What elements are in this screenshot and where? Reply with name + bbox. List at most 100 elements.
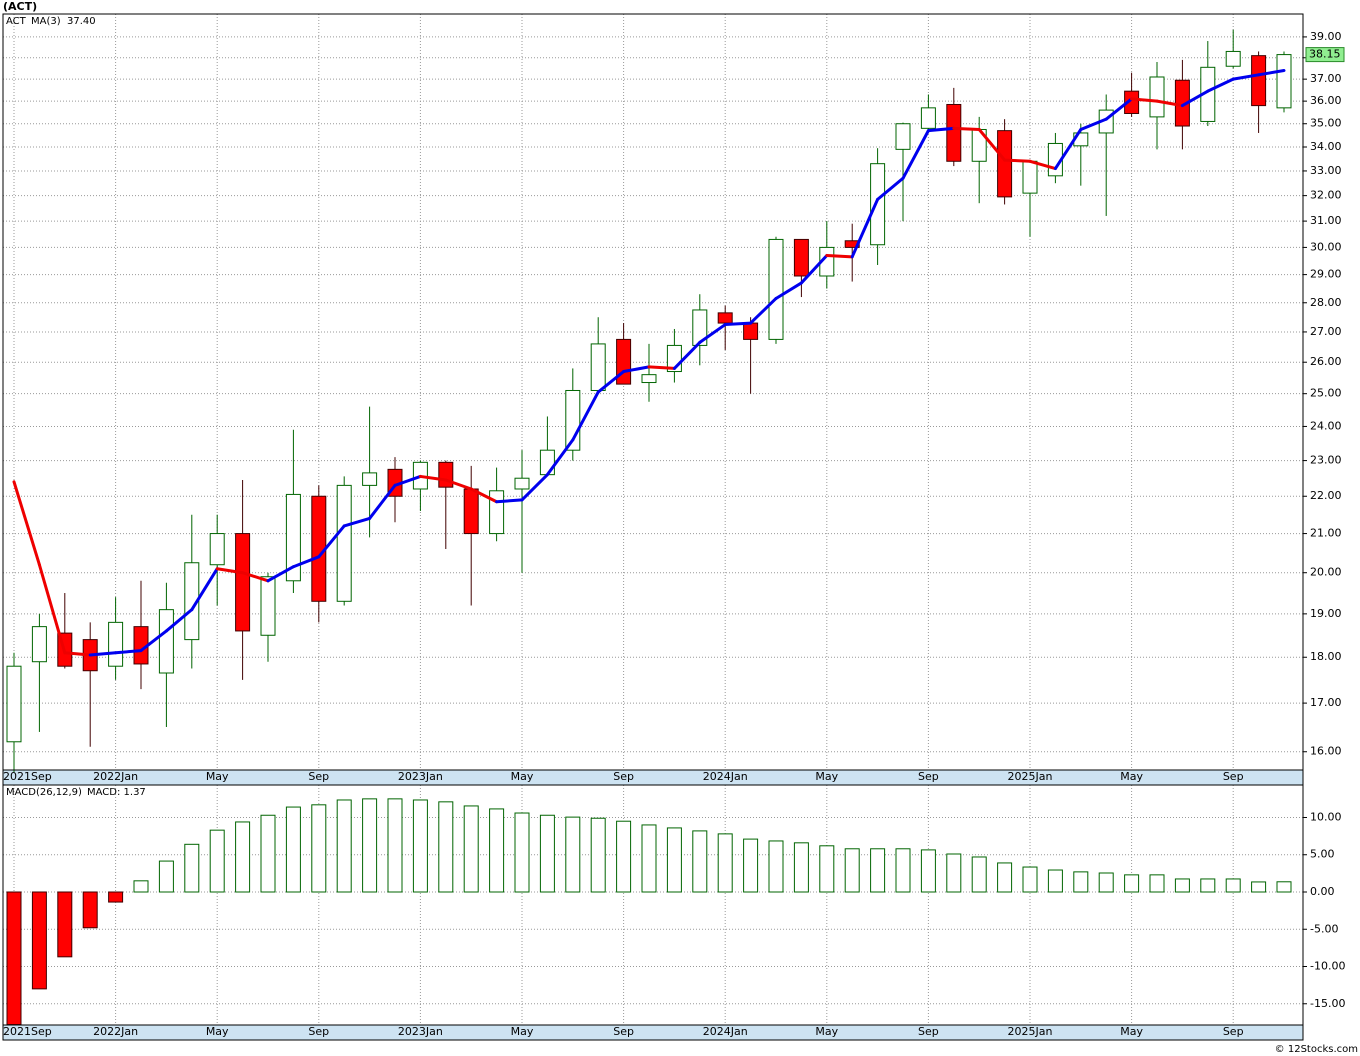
macd-bar	[6, 891, 22, 1026]
ma-line-segment	[850, 197, 880, 259]
y-tick-label: 28.00	[1310, 296, 1342, 309]
ma-line-segment	[88, 651, 118, 657]
x-tick-label: Sep	[613, 1025, 634, 1038]
y-tick-label: 37.00	[1310, 72, 1342, 85]
x-tick-label: 2023Jan	[398, 770, 443, 783]
macd-bar	[1276, 881, 1292, 893]
y-tick-label: 30.00	[1310, 240, 1342, 253]
candle-body	[641, 374, 657, 384]
ma-line-segment	[1180, 89, 1210, 108]
candle-body	[31, 626, 47, 663]
ma-line-segment	[876, 176, 905, 201]
ma-line-segment	[1028, 159, 1057, 171]
ma-line-segment	[418, 474, 448, 482]
ma-line-segment	[393, 474, 422, 487]
ma-line-segment	[469, 487, 499, 504]
y-tick-label: 5.00	[1310, 848, 1335, 861]
macd-bar	[438, 801, 454, 893]
macd-bar	[133, 880, 149, 893]
ma-line-segment	[1104, 97, 1134, 121]
x-tick-label: 2025Jan	[1008, 770, 1053, 783]
x-tick-label: Sep	[308, 1025, 329, 1038]
ma-line-segment	[622, 365, 651, 374]
macd-bar	[57, 891, 73, 958]
ma-line-segment	[1257, 69, 1286, 77]
candle-body	[362, 472, 378, 486]
ma-line-segment	[1231, 73, 1261, 81]
x-tick-label: 2022Jan	[93, 1025, 138, 1038]
macd-bar	[1149, 874, 1165, 893]
ma-line-segment	[977, 127, 1007, 162]
candle-body	[895, 123, 911, 150]
macd-bar	[1251, 881, 1267, 893]
macd-bar	[184, 843, 200, 893]
ma-line-segment	[520, 473, 549, 502]
candle-body	[514, 477, 530, 490]
x-tick-label: May	[815, 1025, 838, 1038]
ma-line-segment	[291, 555, 321, 569]
y-tick-label: -15.00	[1310, 997, 1345, 1010]
ma-line-segment	[1206, 77, 1235, 93]
legend-ma-value: 37.40	[67, 16, 96, 27]
macd-bar	[336, 799, 352, 893]
macd-bar	[819, 845, 835, 893]
macd-bar	[997, 862, 1013, 893]
ma-line-segment	[774, 281, 803, 300]
y-tick-label: 22.00	[1310, 489, 1342, 502]
x-tick-label: May	[206, 770, 229, 783]
x-tick-label: 2024Jan	[703, 770, 748, 783]
ma-line-segment	[799, 253, 829, 285]
macd-bar	[311, 804, 327, 893]
candle-body	[997, 130, 1013, 198]
macd-bar	[412, 799, 428, 893]
ma-line-segment	[63, 651, 92, 657]
x-tick-label: May	[206, 1025, 229, 1038]
macd-bar	[1098, 872, 1114, 893]
y-tick-label: 36.00	[1310, 94, 1342, 107]
candle-body	[1225, 50, 1241, 67]
candle-body	[438, 461, 454, 488]
y-tick-label: 32.00	[1310, 189, 1342, 202]
y-tick-label: 26.00	[1310, 355, 1342, 368]
candle-body	[920, 107, 936, 129]
macd-bar	[1200, 878, 1216, 893]
ma-line-segment	[266, 565, 295, 583]
ma-line-segment	[596, 370, 626, 394]
ma-line-segment	[1079, 117, 1108, 131]
candle-body	[260, 576, 276, 636]
panel-frame	[2, 784, 1304, 1026]
candle-body	[1251, 55, 1267, 107]
macd-bar	[793, 842, 809, 893]
candle-body	[209, 533, 225, 566]
candle-body	[1022, 160, 1038, 194]
candle-body	[717, 312, 733, 324]
candle-body	[6, 665, 22, 743]
ma-line-segment	[37, 563, 67, 655]
x-tick-label: Sep	[918, 770, 939, 783]
ma-line-segment	[1155, 99, 1184, 108]
macd-bar	[971, 856, 987, 893]
macd-bar	[1073, 871, 1089, 893]
ma-line-segment	[545, 438, 575, 477]
ma-line-segment	[825, 253, 854, 259]
macd-bar	[514, 812, 530, 893]
candle-body	[463, 488, 479, 535]
ma-line-segment	[444, 478, 473, 491]
ma-line-segment	[190, 567, 219, 612]
y-tick-label: -10.00	[1310, 960, 1345, 973]
y-tick-label: 20.00	[1310, 566, 1342, 579]
macd-bar	[565, 816, 581, 893]
ma-line-segment	[164, 608, 194, 633]
macd-bar	[387, 798, 403, 893]
macd-bar	[717, 833, 733, 893]
x-tick-label: May	[1120, 770, 1143, 783]
candle-body	[590, 343, 606, 391]
y-tick-label: 23.00	[1310, 454, 1342, 467]
x-tick-label: May	[815, 770, 838, 783]
ma-line-segment	[1053, 127, 1083, 171]
ma-line-segment	[317, 524, 346, 559]
ma-line-segment	[215, 567, 245, 575]
date-frame	[2, 1024, 1304, 1041]
macd-bar	[235, 821, 251, 893]
candle-body	[235, 533, 251, 632]
